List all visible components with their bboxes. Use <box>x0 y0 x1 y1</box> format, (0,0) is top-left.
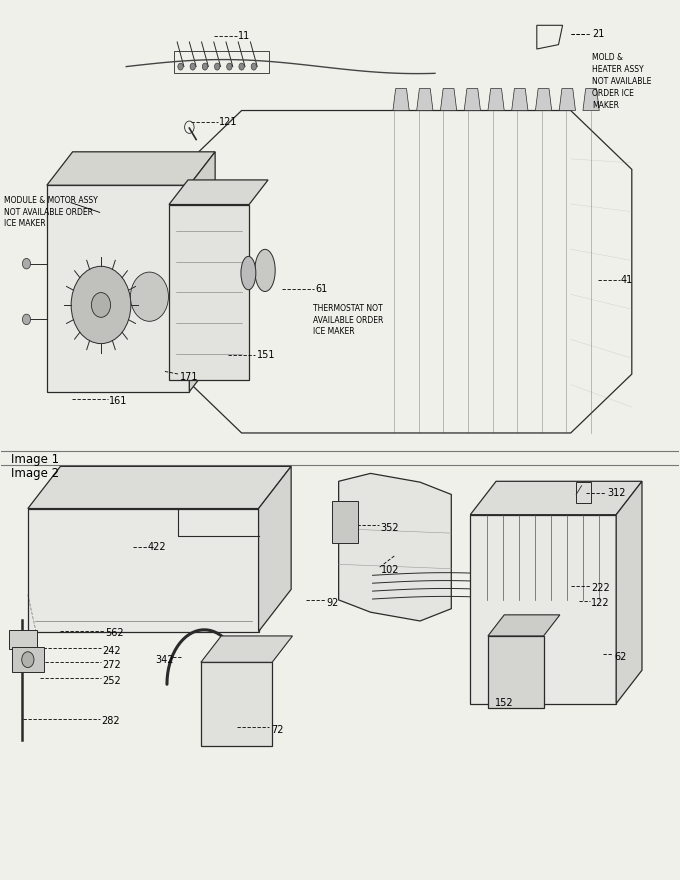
Bar <box>174 51 269 73</box>
Text: 422: 422 <box>148 542 167 552</box>
Bar <box>201 663 272 745</box>
Circle shape <box>190 63 195 70</box>
Circle shape <box>177 63 183 70</box>
Text: 72: 72 <box>271 725 284 735</box>
Text: 312: 312 <box>607 488 626 498</box>
Text: 171: 171 <box>180 371 199 382</box>
Polygon shape <box>441 89 457 111</box>
Polygon shape <box>559 89 575 111</box>
Bar <box>12 648 44 672</box>
Polygon shape <box>464 89 481 111</box>
Circle shape <box>214 63 220 70</box>
Text: MOLD &
HEATER ASSY
NOT AVAILABLE
ORDER ICE
MAKER: MOLD & HEATER ASSY NOT AVAILABLE ORDER I… <box>592 54 652 110</box>
Text: 242: 242 <box>103 646 121 656</box>
Text: 352: 352 <box>381 523 399 533</box>
Circle shape <box>22 652 34 668</box>
Bar <box>488 636 543 708</box>
Ellipse shape <box>241 256 256 290</box>
Circle shape <box>22 314 31 325</box>
Text: 272: 272 <box>103 660 121 670</box>
Text: 62: 62 <box>614 652 626 662</box>
Bar <box>332 501 358 543</box>
Circle shape <box>22 259 31 269</box>
Bar <box>28 509 258 632</box>
Circle shape <box>251 63 256 70</box>
Polygon shape <box>616 481 642 704</box>
Bar <box>169 204 249 380</box>
Text: 342: 342 <box>156 655 174 664</box>
Text: 11: 11 <box>238 31 250 40</box>
Text: 61: 61 <box>316 284 328 294</box>
Circle shape <box>226 63 232 70</box>
Text: 122: 122 <box>591 598 610 608</box>
Polygon shape <box>535 89 551 111</box>
Circle shape <box>71 267 131 343</box>
Text: 41: 41 <box>621 275 633 285</box>
Ellipse shape <box>255 249 275 291</box>
Text: 92: 92 <box>326 598 339 607</box>
Polygon shape <box>417 89 433 111</box>
Bar <box>47 185 189 392</box>
Circle shape <box>91 292 111 318</box>
Text: 102: 102 <box>381 565 399 575</box>
Text: Image 1: Image 1 <box>11 453 59 466</box>
Polygon shape <box>258 466 291 632</box>
Polygon shape <box>471 481 642 515</box>
Polygon shape <box>47 152 215 185</box>
Circle shape <box>202 63 207 70</box>
Text: 282: 282 <box>101 716 120 726</box>
Text: 562: 562 <box>105 628 124 638</box>
Text: Image 2: Image 2 <box>11 467 59 480</box>
Text: 121: 121 <box>219 117 238 127</box>
Polygon shape <box>169 180 268 204</box>
Polygon shape <box>189 152 215 392</box>
Text: 152: 152 <box>495 698 513 708</box>
Text: 222: 222 <box>591 583 610 593</box>
Polygon shape <box>583 89 599 111</box>
Circle shape <box>239 63 244 70</box>
Polygon shape <box>28 466 291 509</box>
Polygon shape <box>511 89 528 111</box>
Text: THERMOSTAT NOT
AVAILABLE ORDER
ICE MAKER: THERMOSTAT NOT AVAILABLE ORDER ICE MAKER <box>313 304 384 336</box>
Bar <box>9 630 37 649</box>
Polygon shape <box>488 615 560 636</box>
Bar <box>471 515 616 704</box>
Polygon shape <box>201 636 292 663</box>
Bar <box>576 482 591 503</box>
Text: 252: 252 <box>103 676 121 686</box>
Polygon shape <box>488 89 505 111</box>
Text: 21: 21 <box>592 29 605 39</box>
Text: 151: 151 <box>256 349 275 360</box>
Circle shape <box>131 272 169 321</box>
Polygon shape <box>339 473 452 621</box>
Text: MODULE & MOTOR ASSY
NOT AVAILABLE ORDER
ICE MAKER: MODULE & MOTOR ASSY NOT AVAILABLE ORDER … <box>4 195 98 228</box>
Text: 161: 161 <box>109 396 128 407</box>
Polygon shape <box>393 89 409 111</box>
